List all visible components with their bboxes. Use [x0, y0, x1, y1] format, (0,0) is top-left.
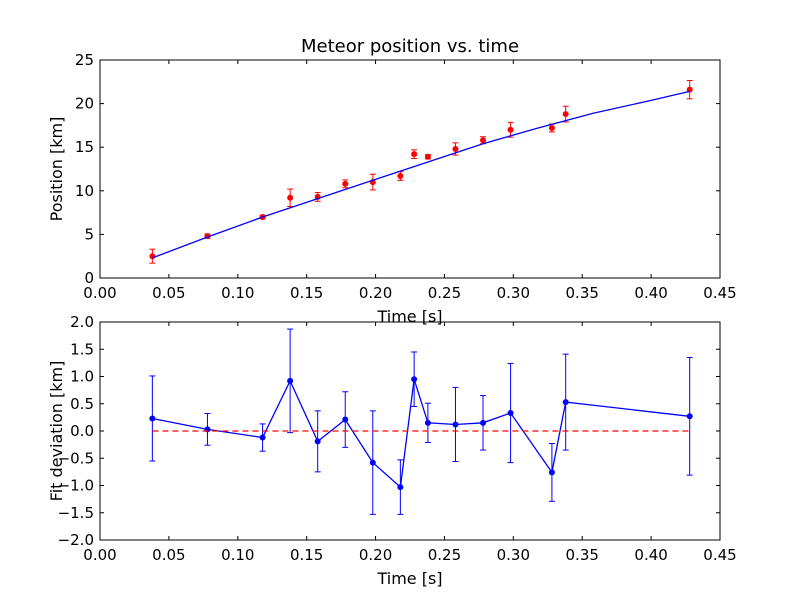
fit-line: [152, 90, 690, 259]
x-tick-label: 0.40: [634, 546, 667, 564]
data-point: [424, 153, 431, 160]
x-tick-label: 0.05: [152, 546, 185, 564]
x-tick-label: 0.25: [428, 546, 461, 564]
x-tick-label: 0.30: [497, 284, 530, 302]
data-point: [411, 151, 418, 158]
y-tick-label: −1.5: [58, 504, 94, 522]
y-tick-label: −2.0: [58, 531, 94, 549]
y-tick-label: 15: [75, 138, 94, 156]
x-tick-label: 0.20: [359, 546, 392, 564]
series-errorbar-line: [149, 328, 693, 515]
data-point: [480, 419, 487, 426]
y-tick-label: 2.0: [70, 313, 94, 331]
plot-frame: [99, 59, 721, 279]
x-tick-label: 0.35: [566, 546, 599, 564]
data-point: [411, 376, 418, 383]
y-tick-label: 0.5: [70, 395, 94, 413]
data-point: [287, 194, 294, 201]
data-point: [287, 377, 294, 384]
chart-title: Meteor position vs. time: [301, 36, 519, 57]
x-tick-label: 0.15: [290, 546, 323, 564]
data-point: [548, 469, 555, 476]
data-point: [686, 86, 693, 93]
y-tick-label: 0.0: [70, 422, 94, 440]
data-point: [342, 180, 349, 187]
x-tick-label: 0.30: [497, 546, 530, 564]
y-tick-label: 1.0: [70, 368, 94, 386]
position-chart: 0.00 0.05 0.10 0.15 0.20 0.25 0.30 0.35 0.40 0.45…: [47, 36, 737, 326]
y-tick-label: 25: [75, 51, 94, 69]
x-tick-label: 0.45: [703, 546, 736, 564]
data-point: [259, 434, 266, 441]
series-line: [152, 90, 690, 259]
y-tick-label: 20: [75, 95, 94, 113]
y-tick-label: 0: [84, 269, 94, 287]
y-tick-label: 1.5: [70, 340, 94, 358]
data-point: [507, 126, 514, 133]
y-tick-label: 10: [75, 182, 94, 200]
x-tick-label: 0.20: [359, 284, 392, 302]
data-point: [686, 413, 693, 420]
x-tick-label: 0.35: [566, 284, 599, 302]
data-point: [149, 415, 156, 422]
data-point: [314, 438, 321, 445]
data-point: [424, 419, 431, 426]
x-tick-label: 0.05: [152, 284, 185, 302]
data-point: [397, 172, 404, 179]
data-point: [452, 421, 459, 428]
y-tick-label: −1.0: [58, 477, 94, 495]
data-point: [507, 410, 514, 417]
y-axis-label: Position [km]: [47, 117, 66, 222]
data-point: [369, 459, 376, 466]
x-tick-label: 0.10: [221, 546, 254, 564]
x-tick-label: 0.10: [221, 284, 254, 302]
x-axis-label: Time [s]: [376, 307, 442, 326]
x-tick-label: 0.45: [703, 284, 736, 302]
x-tick-label: 0.00: [83, 546, 116, 564]
data-point: [452, 145, 459, 152]
y-tick-label: −0.5: [58, 449, 94, 467]
data-point: [480, 137, 487, 144]
data-point: [397, 484, 404, 491]
data-point: [562, 111, 569, 118]
deviation-chart: 0.00 0.05 0.10 0.15 0.20 0.25 0.30 0.35 0.40 0.45…: [47, 313, 737, 588]
deviation-line: [152, 379, 690, 489]
data-point: [342, 416, 349, 423]
series-errorbar-scatter: [149, 79, 693, 264]
x-tick-label: 0.15: [290, 284, 323, 302]
data-point: [562, 399, 569, 406]
x-tick-label: 0.40: [634, 284, 667, 302]
x-axis-label: Time [s]: [376, 569, 442, 588]
data-point: [548, 125, 555, 132]
y-tick-label: 5: [84, 225, 94, 243]
x-tick-label: 0.25: [428, 284, 461, 302]
data-point: [149, 253, 156, 260]
y-axis-label: Fit deviation [km]: [47, 361, 66, 502]
x-tick-label: 0.00: [83, 284, 116, 302]
